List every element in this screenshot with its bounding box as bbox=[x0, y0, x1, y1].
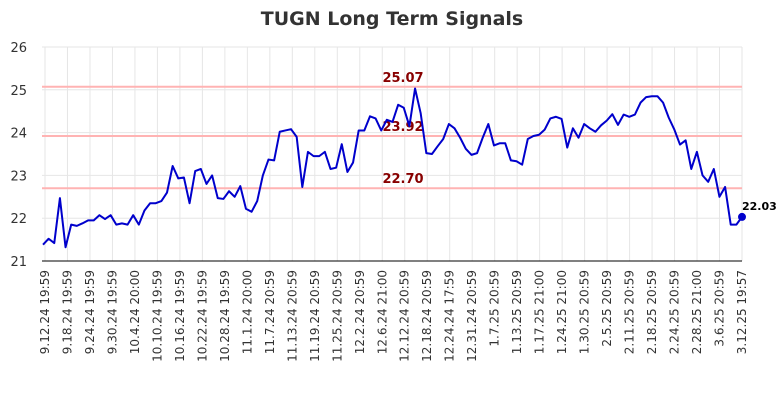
x-tick-label: 9.30.24 19:59 bbox=[105, 270, 119, 354]
x-tick-label: 10.16.24 19:59 bbox=[173, 270, 187, 362]
grid bbox=[42, 46, 743, 262]
x-tick-label: 11.19.24 20:59 bbox=[308, 270, 322, 362]
x-tick-label: 12.12.24 20:59 bbox=[398, 270, 412, 362]
x-tick-label: 10.28.24 19:59 bbox=[218, 270, 232, 362]
x-tick-label: 1.24.25 21:00 bbox=[555, 270, 569, 354]
x-tick-label: 3.12.25 19:57 bbox=[735, 270, 749, 354]
y-tick-label: 24 bbox=[10, 127, 27, 142]
chart-title: TUGN Long Term Signals bbox=[261, 8, 523, 30]
x-tick-label: 2.24.25 20:59 bbox=[668, 270, 682, 354]
y-tick-label: 25 bbox=[10, 84, 27, 99]
y-tick-label: 21 bbox=[10, 255, 27, 270]
x-tick-label: 9.12.24 19:59 bbox=[38, 270, 52, 354]
x-tick-label: 12.24.24 17:59 bbox=[443, 270, 457, 362]
x-tick-label: 11.1.24 20:00 bbox=[240, 270, 254, 354]
x-tick-label: 12.6.24 21:00 bbox=[375, 270, 389, 354]
x-tick-label: 11.7.24 20:59 bbox=[263, 270, 277, 354]
x-tick-label: 1.13.25 20:59 bbox=[510, 270, 524, 354]
x-tick-label: 12.18.24 20:59 bbox=[420, 270, 434, 362]
x-tick-label: 12.31.24 20:59 bbox=[465, 270, 479, 362]
price-series: 22.03 bbox=[42, 87, 777, 249]
axes: 21 22 23 24 25 26 9.12.24 19:59 9.18.24 19:59 9.… bbox=[10, 41, 749, 362]
signal-level-label: 25.07 bbox=[382, 71, 423, 86]
x-tick-label: 2.18.25 20:59 bbox=[645, 270, 659, 354]
y-tick-label: 26 bbox=[10, 41, 27, 56]
x-tick-label: 9.18.24 19:59 bbox=[60, 270, 74, 354]
x-tick-label: 9.24.24 19:59 bbox=[83, 270, 97, 354]
x-tick-label: 1.17.25 21:00 bbox=[533, 270, 547, 354]
y-tick-label: 23 bbox=[10, 169, 27, 184]
signal-level-label: 22.70 bbox=[382, 172, 423, 187]
signal-level-label: 23.92 bbox=[382, 120, 423, 135]
x-tick-label: 2.11.25 20:59 bbox=[623, 270, 637, 354]
x-tick-label: 1.7.25 20:59 bbox=[488, 270, 502, 347]
x-tick-label: 10.4.24 20:00 bbox=[128, 270, 142, 354]
last-value-label: 22.03 bbox=[742, 200, 777, 213]
y-tick-label: 22 bbox=[10, 212, 27, 227]
x-tick-label: 10.10.24 19:59 bbox=[150, 270, 164, 362]
x-tick-label: 3.6.25 20:59 bbox=[713, 270, 727, 347]
x-tick-label: 12.2.24 20:59 bbox=[353, 270, 367, 354]
x-tick-label: 1.30.25 20:59 bbox=[578, 270, 592, 354]
x-tick-label: 2.5.25 20:59 bbox=[600, 270, 614, 347]
x-tick-label: 11.25.24 20:59 bbox=[330, 270, 344, 362]
last-point-marker bbox=[738, 212, 746, 221]
signal-levels: 25.07 23.92 22.70 bbox=[42, 71, 742, 190]
price-line bbox=[42, 87, 743, 249]
x-tick-label: 2.28.25 21:00 bbox=[690, 270, 704, 354]
x-tick-label: 10.22.24 19:59 bbox=[195, 270, 209, 362]
x-tick-label: 11.13.24 20:59 bbox=[285, 270, 299, 362]
